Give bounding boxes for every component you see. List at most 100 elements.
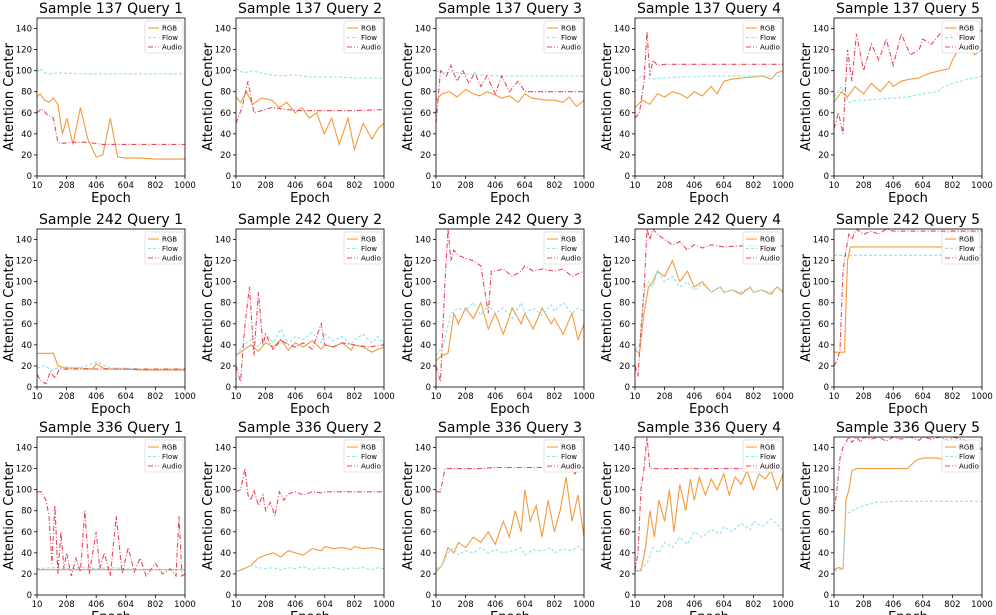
y-tick-label: 20 xyxy=(21,151,32,161)
axes-frame xyxy=(235,228,385,388)
x-axis-label: Epoch xyxy=(91,402,131,417)
x-axis-label: Epoch xyxy=(689,402,729,417)
y-tick-label: 120 xyxy=(16,46,32,56)
x-tick-label: 10 xyxy=(231,392,242,402)
legend-label-audio: Audio xyxy=(959,44,979,52)
x-tick-label: 208 xyxy=(656,600,672,610)
x-tick-label: 802 xyxy=(546,181,562,191)
y-tick-label: 100 xyxy=(813,486,829,496)
legend-label-rgb: RGB xyxy=(959,444,974,452)
y-tick-label: 100 xyxy=(813,67,829,77)
y-tick-label: 60 xyxy=(220,320,231,330)
x-axis-label: Epoch xyxy=(290,402,330,417)
x-tick-label: 10 xyxy=(829,600,840,610)
x-tick-label: 1000 xyxy=(772,181,794,191)
y-tick-label: 120 xyxy=(813,465,829,475)
x-tick-label: 208 xyxy=(58,392,74,402)
y-tick-label: 0 xyxy=(625,591,630,601)
series-line-rgb xyxy=(436,301,584,362)
series-line-flow xyxy=(834,500,982,572)
x-tick-label: 208 xyxy=(257,392,273,402)
y-tick-label: 0 xyxy=(226,383,231,393)
x-tick-label: 604 xyxy=(118,600,134,610)
y-tick-label: 100 xyxy=(614,278,630,288)
x-tick-label: 208 xyxy=(257,600,273,610)
legend-label-flow: Flow xyxy=(760,453,776,461)
subplot-title: Sample 242 Query 2 xyxy=(238,212,382,228)
series-line-flow xyxy=(834,75,982,103)
legend-label-rgb: RGB xyxy=(760,25,775,33)
x-tick-label: 208 xyxy=(457,392,473,402)
y-tick-label: 120 xyxy=(614,257,630,267)
series-line-audio xyxy=(37,368,185,385)
y-tick-label: 20 xyxy=(818,570,829,580)
x-tick-label: 604 xyxy=(716,600,732,610)
x-tick-label: 10 xyxy=(32,181,43,191)
y-tick-label: 140 xyxy=(813,444,829,454)
subplot-3: Sample 137 Query 3 10 208 406 604 802 1000 0 20 4… xyxy=(401,1,595,206)
legend-label-flow: Flow xyxy=(561,34,577,42)
y-tick-label: 60 xyxy=(818,320,829,330)
y-tick-label: 40 xyxy=(619,341,630,351)
x-tick-label: 10 xyxy=(630,392,641,402)
x-axis-label: Epoch xyxy=(91,191,131,206)
x-tick-label: 1000 xyxy=(373,392,395,402)
legend-label-flow: Flow xyxy=(361,34,377,42)
x-axis-label: Epoch xyxy=(888,610,928,615)
x-axis-label: Epoch xyxy=(290,610,330,615)
x-tick-label: 604 xyxy=(716,181,732,191)
x-tick-label: 802 xyxy=(546,600,562,610)
y-tick-label: 0 xyxy=(226,172,231,182)
series-line-audio xyxy=(635,437,783,571)
y-tick-label: 120 xyxy=(614,46,630,56)
y-tick-label: 140 xyxy=(614,25,630,35)
axes-frame xyxy=(36,228,186,388)
x-tick-label: 802 xyxy=(944,600,960,610)
y-tick-label: 40 xyxy=(818,130,829,140)
x-axis-label: Epoch xyxy=(689,191,729,206)
y-tick-label: 60 xyxy=(21,528,32,538)
y-tick-label: 120 xyxy=(415,257,431,267)
y-tick-label: 120 xyxy=(415,465,431,475)
x-tick-label: 406 xyxy=(287,181,303,191)
subplot-title: Sample 336 Query 3 xyxy=(438,420,582,436)
legend-label-audio: Audio xyxy=(561,44,581,52)
y-axis-label: Attention Center xyxy=(600,253,615,362)
subplot-10: Sample 242 Query 5 10 208 406 604 802 1000 0 20 4… xyxy=(799,212,993,417)
subplot-title: Sample 242 Query 1 xyxy=(39,212,183,228)
series-line-rgb xyxy=(635,259,783,355)
x-tick-label: 1000 xyxy=(772,600,794,610)
y-tick-label: 40 xyxy=(220,130,231,140)
axes-frame xyxy=(36,436,186,596)
legend-label-audio: Audio xyxy=(361,44,381,52)
legend-label-audio: Audio xyxy=(162,44,182,52)
y-tick-label: 60 xyxy=(220,528,231,538)
legend-label-audio: Audio xyxy=(959,255,979,263)
legend-label-flow: Flow xyxy=(162,245,178,253)
x-tick-label: 208 xyxy=(656,181,672,191)
series-line-flow xyxy=(236,68,384,79)
y-axis-label: Attention Center xyxy=(401,253,416,362)
x-tick-label: 208 xyxy=(855,600,871,610)
legend-label-flow: Flow xyxy=(760,34,776,42)
y-tick-label: 0 xyxy=(426,383,431,393)
subplot-title: Sample 137 Query 3 xyxy=(438,1,582,17)
x-tick-label: 208 xyxy=(457,181,473,191)
x-tick-label: 406 xyxy=(88,181,104,191)
subplot-4: Sample 137 Query 4 10 208 406 604 802 1000 0 20 4… xyxy=(600,1,794,206)
y-tick-label: 40 xyxy=(21,130,32,140)
legend-label-rgb: RGB xyxy=(162,444,177,452)
series-line-rgb xyxy=(236,338,384,356)
y-tick-label: 100 xyxy=(614,486,630,496)
axes-frame xyxy=(833,436,983,596)
legend-label-audio: Audio xyxy=(361,463,381,471)
y-tick-label: 20 xyxy=(420,151,431,161)
y-tick-label: 100 xyxy=(215,67,231,77)
y-tick-label: 60 xyxy=(619,109,630,119)
subplot-title: Sample 336 Query 2 xyxy=(238,420,382,436)
series-line-flow xyxy=(635,518,783,572)
